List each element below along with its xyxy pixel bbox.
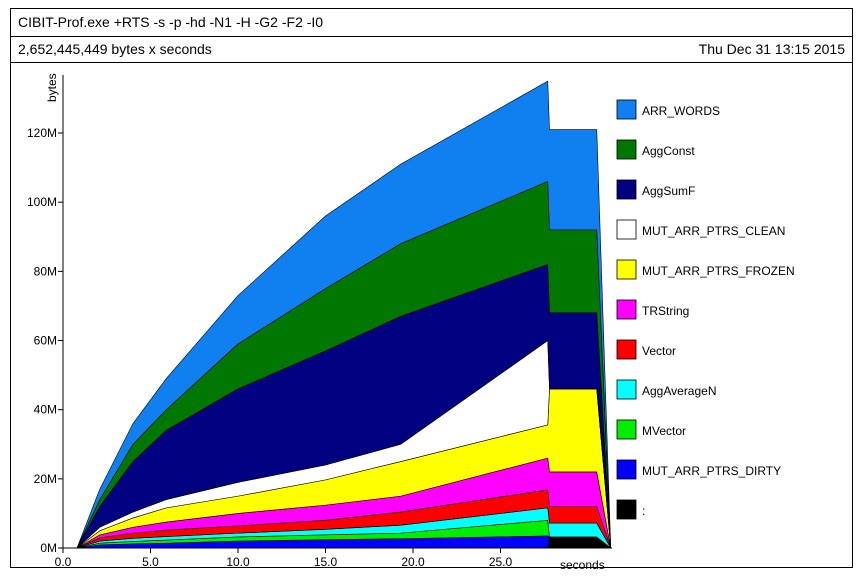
legend-item: TRString: [616, 299, 689, 320]
legend-swatch: [616, 219, 637, 240]
legend-item: MUT_ARR_PTRS_CLEAN: [616, 219, 785, 240]
y-axis-label: bytes: [45, 73, 59, 102]
y-tick-label: 120M: [27, 126, 57, 140]
chart-box: [10, 62, 853, 568]
y-tick-label: 60M: [34, 334, 57, 348]
legend-swatch: [616, 139, 637, 160]
x-tick-label: 10.0: [226, 555, 250, 569]
stacked-areas: [63, 80, 612, 549]
x-tick-label: 15.0: [314, 555, 338, 569]
legend-label: Vector: [642, 344, 676, 358]
legend-label: AggSumF: [642, 184, 695, 198]
legend-item: AggConst: [616, 139, 695, 160]
program-title: CIBIT-Prof.exe +RTS -s -p -hd -N1 -H -G2…: [18, 14, 324, 30]
axes: 0M 20M 40M 60M 80M 100M 120M 0.0 5.0 10.0 15.0 20.0…: [27, 75, 612, 569]
legend-swatch: [616, 259, 637, 280]
legend: ARR_WORDS AggConst AggSumF MUT_ARR_PTRS_CLE…: [616, 99, 795, 520]
y-tick-label: 0M: [40, 541, 57, 555]
legend-label: MUT_ARR_PTRS_DIRTY: [642, 464, 781, 478]
legend-swatch: [616, 179, 637, 200]
x-axis-label: seconds: [560, 558, 605, 572]
legend-swatch: [616, 339, 637, 360]
y-tick-label: 20M: [34, 472, 57, 486]
legend-swatch: [616, 419, 637, 440]
legend-item: AggSumF: [616, 179, 695, 200]
legend-swatch: [616, 99, 637, 120]
legend-swatch: [616, 299, 637, 320]
legend-item: :: [616, 499, 645, 520]
x-tick-label: 0.0: [55, 555, 72, 569]
legend-item: Vector: [616, 339, 676, 360]
legend-swatch: [616, 459, 637, 480]
legend-item: ARR_WORDS: [616, 99, 720, 120]
legend-swatch: [616, 499, 637, 520]
x-tick-label: 5.0: [142, 555, 159, 569]
legend-item: MVector: [616, 419, 686, 440]
legend-label: TRString: [642, 304, 689, 318]
legend-label: MUT_ARR_PTRS_FROZEN: [642, 264, 795, 278]
y-tick-label: 80M: [34, 264, 57, 278]
legend-label: MUT_ARR_PTRS_CLEAN: [642, 224, 785, 238]
legend-label: ARR_WORDS: [642, 104, 720, 118]
legend-item: MUT_ARR_PTRS_FROZEN: [616, 259, 795, 280]
y-tick-label: 40M: [34, 403, 57, 417]
legend-label: AggAverageN: [642, 384, 717, 398]
legend-label: AggConst: [642, 144, 695, 158]
legend-swatch: [616, 379, 637, 400]
profile-date: Thu Dec 31 13:15 2015: [698, 41, 845, 57]
legend-item: MUT_ARR_PTRS_DIRTY: [616, 459, 781, 480]
x-tick-label: 25.0: [489, 555, 513, 569]
y-tick-label: 100M: [27, 195, 57, 209]
legend-item: AggAverageN: [616, 379, 717, 400]
total-bytes-seconds: 2,652,445,449 bytes x seconds: [18, 41, 212, 57]
legend-label: :: [642, 504, 645, 518]
legend-label: MVector: [642, 424, 686, 438]
x-tick-label: 20.0: [401, 555, 425, 569]
